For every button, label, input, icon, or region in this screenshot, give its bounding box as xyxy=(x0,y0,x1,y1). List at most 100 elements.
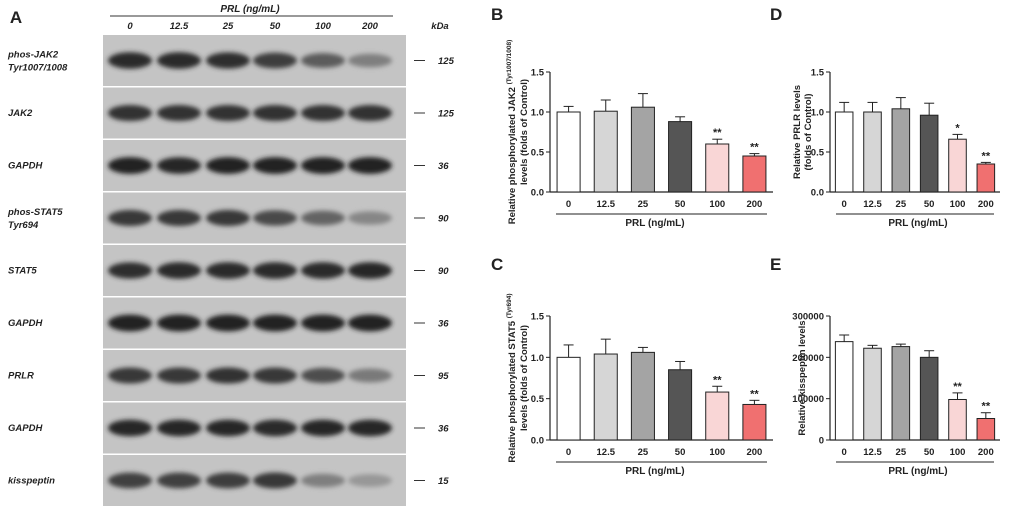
x-tick-label: 0 xyxy=(566,447,571,458)
significance-mark: ** xyxy=(953,381,962,393)
blot-band xyxy=(108,367,152,384)
y-tick-label: 1.0 xyxy=(811,108,824,119)
kda-value: 90 xyxy=(438,266,449,277)
blot-band xyxy=(157,262,201,279)
blot-header-label: PRL (ng/mL) xyxy=(220,4,280,15)
blot-band xyxy=(206,104,250,122)
blot-band xyxy=(157,419,201,437)
x-tick-label: 25 xyxy=(896,447,907,458)
blot-band xyxy=(348,419,392,437)
blot-band xyxy=(206,472,250,489)
y-tick-label: 0.5 xyxy=(811,148,825,159)
y-tick-label: 1.0 xyxy=(531,108,544,119)
x-tick-label: 50 xyxy=(675,447,686,458)
blot-band xyxy=(301,157,345,174)
blot-band xyxy=(253,419,297,437)
bar xyxy=(891,108,911,193)
kda-header: kDa xyxy=(431,21,448,32)
blot-band xyxy=(253,472,297,489)
bar xyxy=(556,356,581,441)
y-axis-label-superscript: (Tyr1007/1008) xyxy=(506,40,513,85)
blot-band xyxy=(108,157,152,174)
x-tick-label: 0 xyxy=(566,199,571,210)
kda-value: 36 xyxy=(438,161,449,172)
y-tick-label: 1.0 xyxy=(531,353,544,364)
bar xyxy=(705,143,730,193)
y-tick-label: 1.5 xyxy=(531,68,545,79)
blot-band xyxy=(206,157,250,174)
blot-band xyxy=(348,474,392,487)
kda-value: 95 xyxy=(438,371,449,382)
y-tick-label: 0.0 xyxy=(531,188,544,199)
blot-band xyxy=(301,314,345,332)
y-axis-label: Relative PRLR levels xyxy=(792,85,803,179)
bar xyxy=(668,369,693,441)
blot-band xyxy=(206,262,250,279)
x-tick-label: 50 xyxy=(924,447,935,458)
y-tick-label: 1.5 xyxy=(531,312,545,323)
blot-band xyxy=(253,314,297,332)
bar xyxy=(976,163,996,193)
blot-band xyxy=(206,210,250,226)
x-axis-label: PRL (ng/mL) xyxy=(888,466,947,477)
significance-mark: ** xyxy=(750,142,759,154)
x-tick-label: 100 xyxy=(709,199,725,210)
blot-band xyxy=(253,104,297,122)
y-axis-label: Relative kisspeptin levels xyxy=(797,320,808,435)
blot-row-label: phos-JAK2 xyxy=(7,50,59,61)
blot-band xyxy=(157,52,201,69)
bar xyxy=(948,398,967,441)
blot-band xyxy=(253,157,297,174)
blot-band xyxy=(253,367,297,384)
blot-band xyxy=(301,419,345,437)
y-tick-label: 300000 xyxy=(792,312,824,323)
y-axis-label-line2: (folds of Control) xyxy=(803,93,814,170)
bar xyxy=(948,138,967,193)
x-tick-label: 200 xyxy=(978,447,994,458)
blot-band xyxy=(157,367,201,384)
x-tick-label: 50 xyxy=(675,199,686,210)
blot-row-label: Tyr1007/1008 xyxy=(8,63,68,74)
significance-mark: ** xyxy=(713,374,722,386)
blot-row-label: phos-STAT5 xyxy=(7,207,63,218)
blot-band xyxy=(108,210,152,226)
kda-value: 90 xyxy=(438,214,449,225)
bar xyxy=(919,356,939,441)
bar xyxy=(593,110,618,193)
panel-letter: E xyxy=(770,255,781,274)
y-tick-label: 0.5 xyxy=(531,148,545,159)
y-tick-label: 0.0 xyxy=(531,436,544,447)
blot-band xyxy=(348,314,392,332)
panel-letter: C xyxy=(491,255,503,274)
blot-row-label: STAT5 xyxy=(8,266,37,277)
blot-row-label: GAPDH xyxy=(8,161,43,172)
blot-row-label: GAPDH xyxy=(8,318,43,329)
bar xyxy=(630,106,655,193)
blot-band xyxy=(301,104,345,122)
bar xyxy=(630,351,655,441)
kda-value: 36 xyxy=(438,424,449,435)
blot-band xyxy=(348,157,392,174)
y-axis-label-line2: levels (folds of Control) xyxy=(519,325,530,431)
x-tick-label: 12.5 xyxy=(863,199,882,210)
blot-row-label: kisspeptin xyxy=(8,476,55,487)
chart-b: B 0.0 0.5 1.0 1.5 0 12.5 25 50 ** 100 ** 200 PRL (ng/… xyxy=(491,5,773,229)
bar xyxy=(976,418,996,441)
blot-row-label: PRLR xyxy=(8,371,34,382)
x-axis-label: PRL (ng/mL) xyxy=(625,218,684,229)
y-axis-label: Relative phosphorylated JAK2 (Tyr1007/10… xyxy=(506,40,518,225)
y-tick-label: 0.0 xyxy=(811,188,824,199)
blot-band xyxy=(108,419,152,437)
blot-band xyxy=(206,419,250,437)
bar xyxy=(556,111,581,193)
x-tick-label: 200 xyxy=(978,199,994,210)
panel-letter-a: A xyxy=(10,8,22,27)
blot-band xyxy=(157,157,201,174)
blot-band xyxy=(108,472,152,489)
bar xyxy=(834,341,854,441)
blot-band xyxy=(157,472,201,489)
y-axis-label-line2: levels (folds of Control) xyxy=(519,79,530,185)
x-tick-label: 25 xyxy=(896,199,907,210)
y-axis-label: Relative phosphorylated STAT5 (Tyr694) xyxy=(506,293,518,462)
